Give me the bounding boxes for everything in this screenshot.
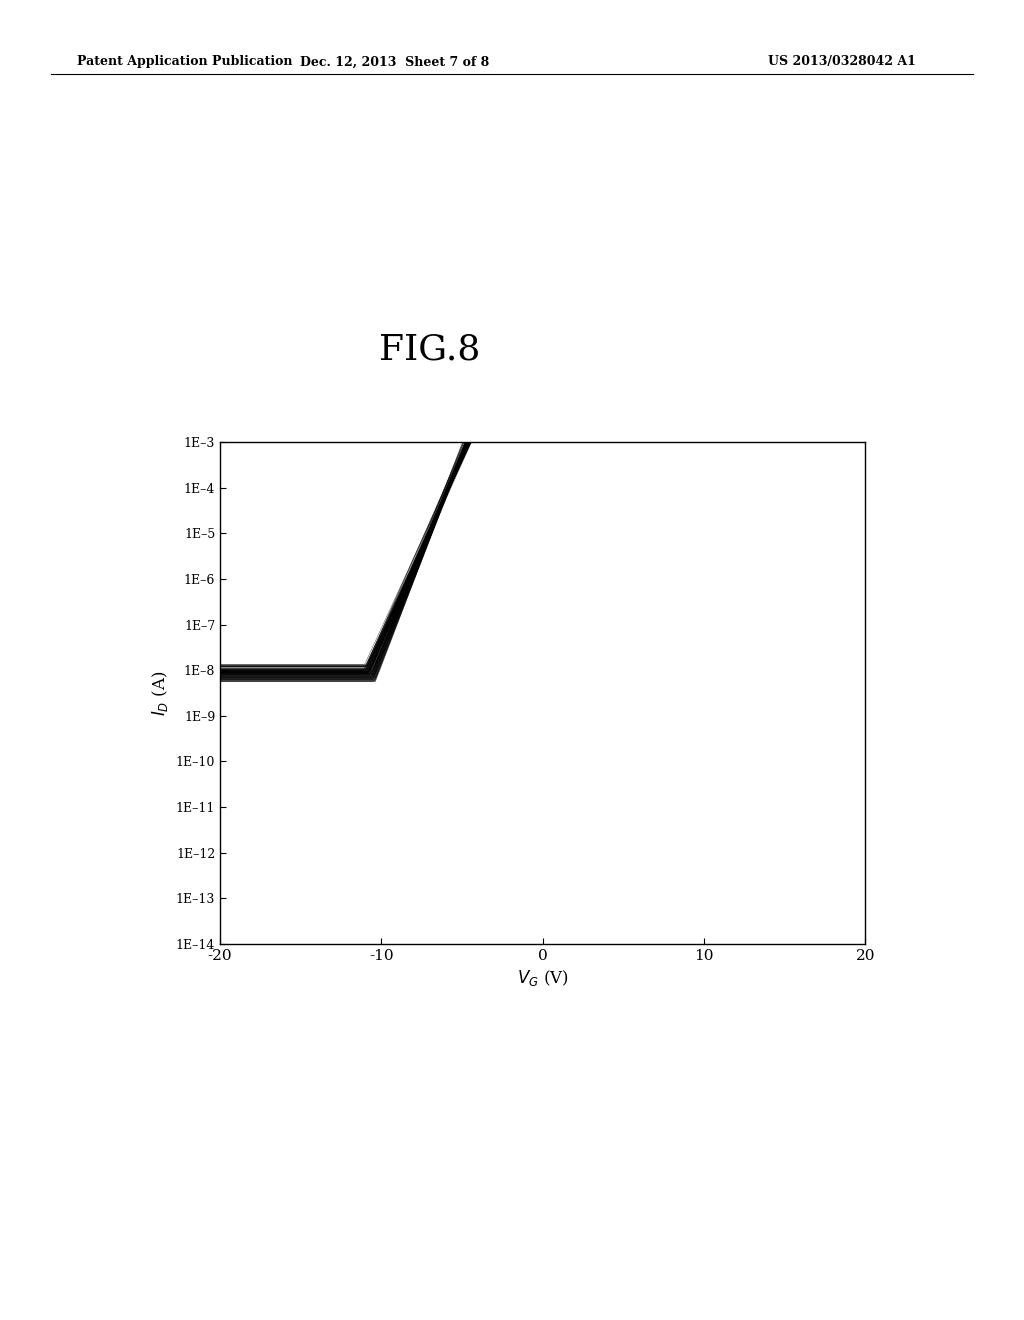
Text: US 2013/0328042 A1: US 2013/0328042 A1: [768, 55, 915, 69]
X-axis label: $V_G$ (V): $V_G$ (V): [517, 968, 568, 989]
Text: Dec. 12, 2013  Sheet 7 of 8: Dec. 12, 2013 Sheet 7 of 8: [300, 55, 488, 69]
Y-axis label: $I_D$ (A): $I_D$ (A): [151, 671, 170, 715]
Text: Patent Application Publication: Patent Application Publication: [77, 55, 292, 69]
Text: FIG.8: FIG.8: [380, 333, 480, 367]
